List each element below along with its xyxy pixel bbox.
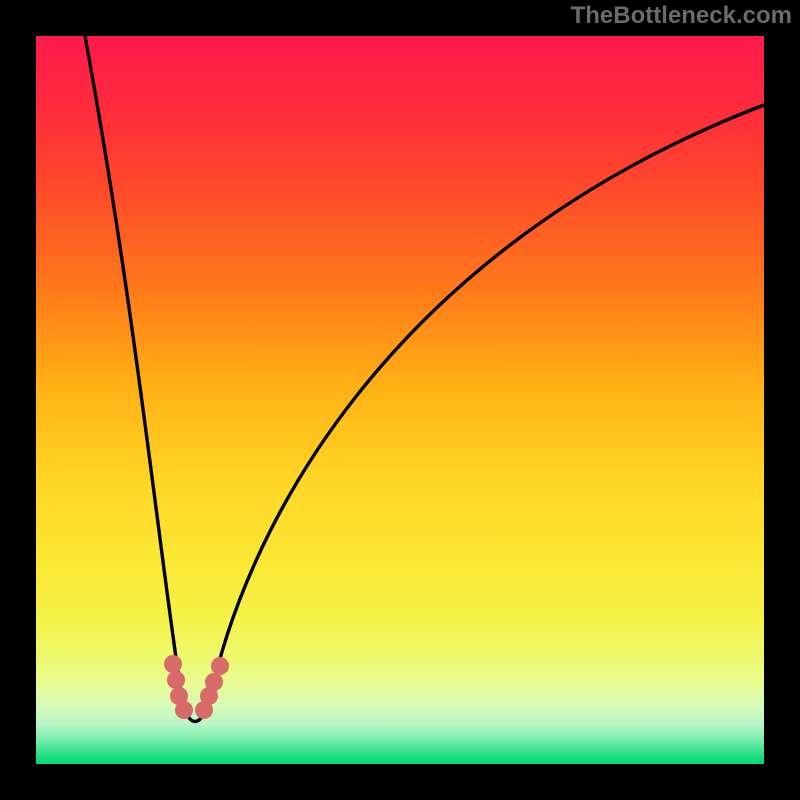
plot-background xyxy=(36,36,764,764)
data-point xyxy=(164,655,182,673)
data-point xyxy=(205,673,223,691)
data-point xyxy=(175,701,193,719)
chart-container: TheBottleneck.com xyxy=(0,0,800,800)
bottleneck-chart-svg xyxy=(0,0,800,800)
watermark-text: TheBottleneck.com xyxy=(571,2,792,30)
data-point xyxy=(167,671,185,689)
data-point xyxy=(211,657,229,675)
